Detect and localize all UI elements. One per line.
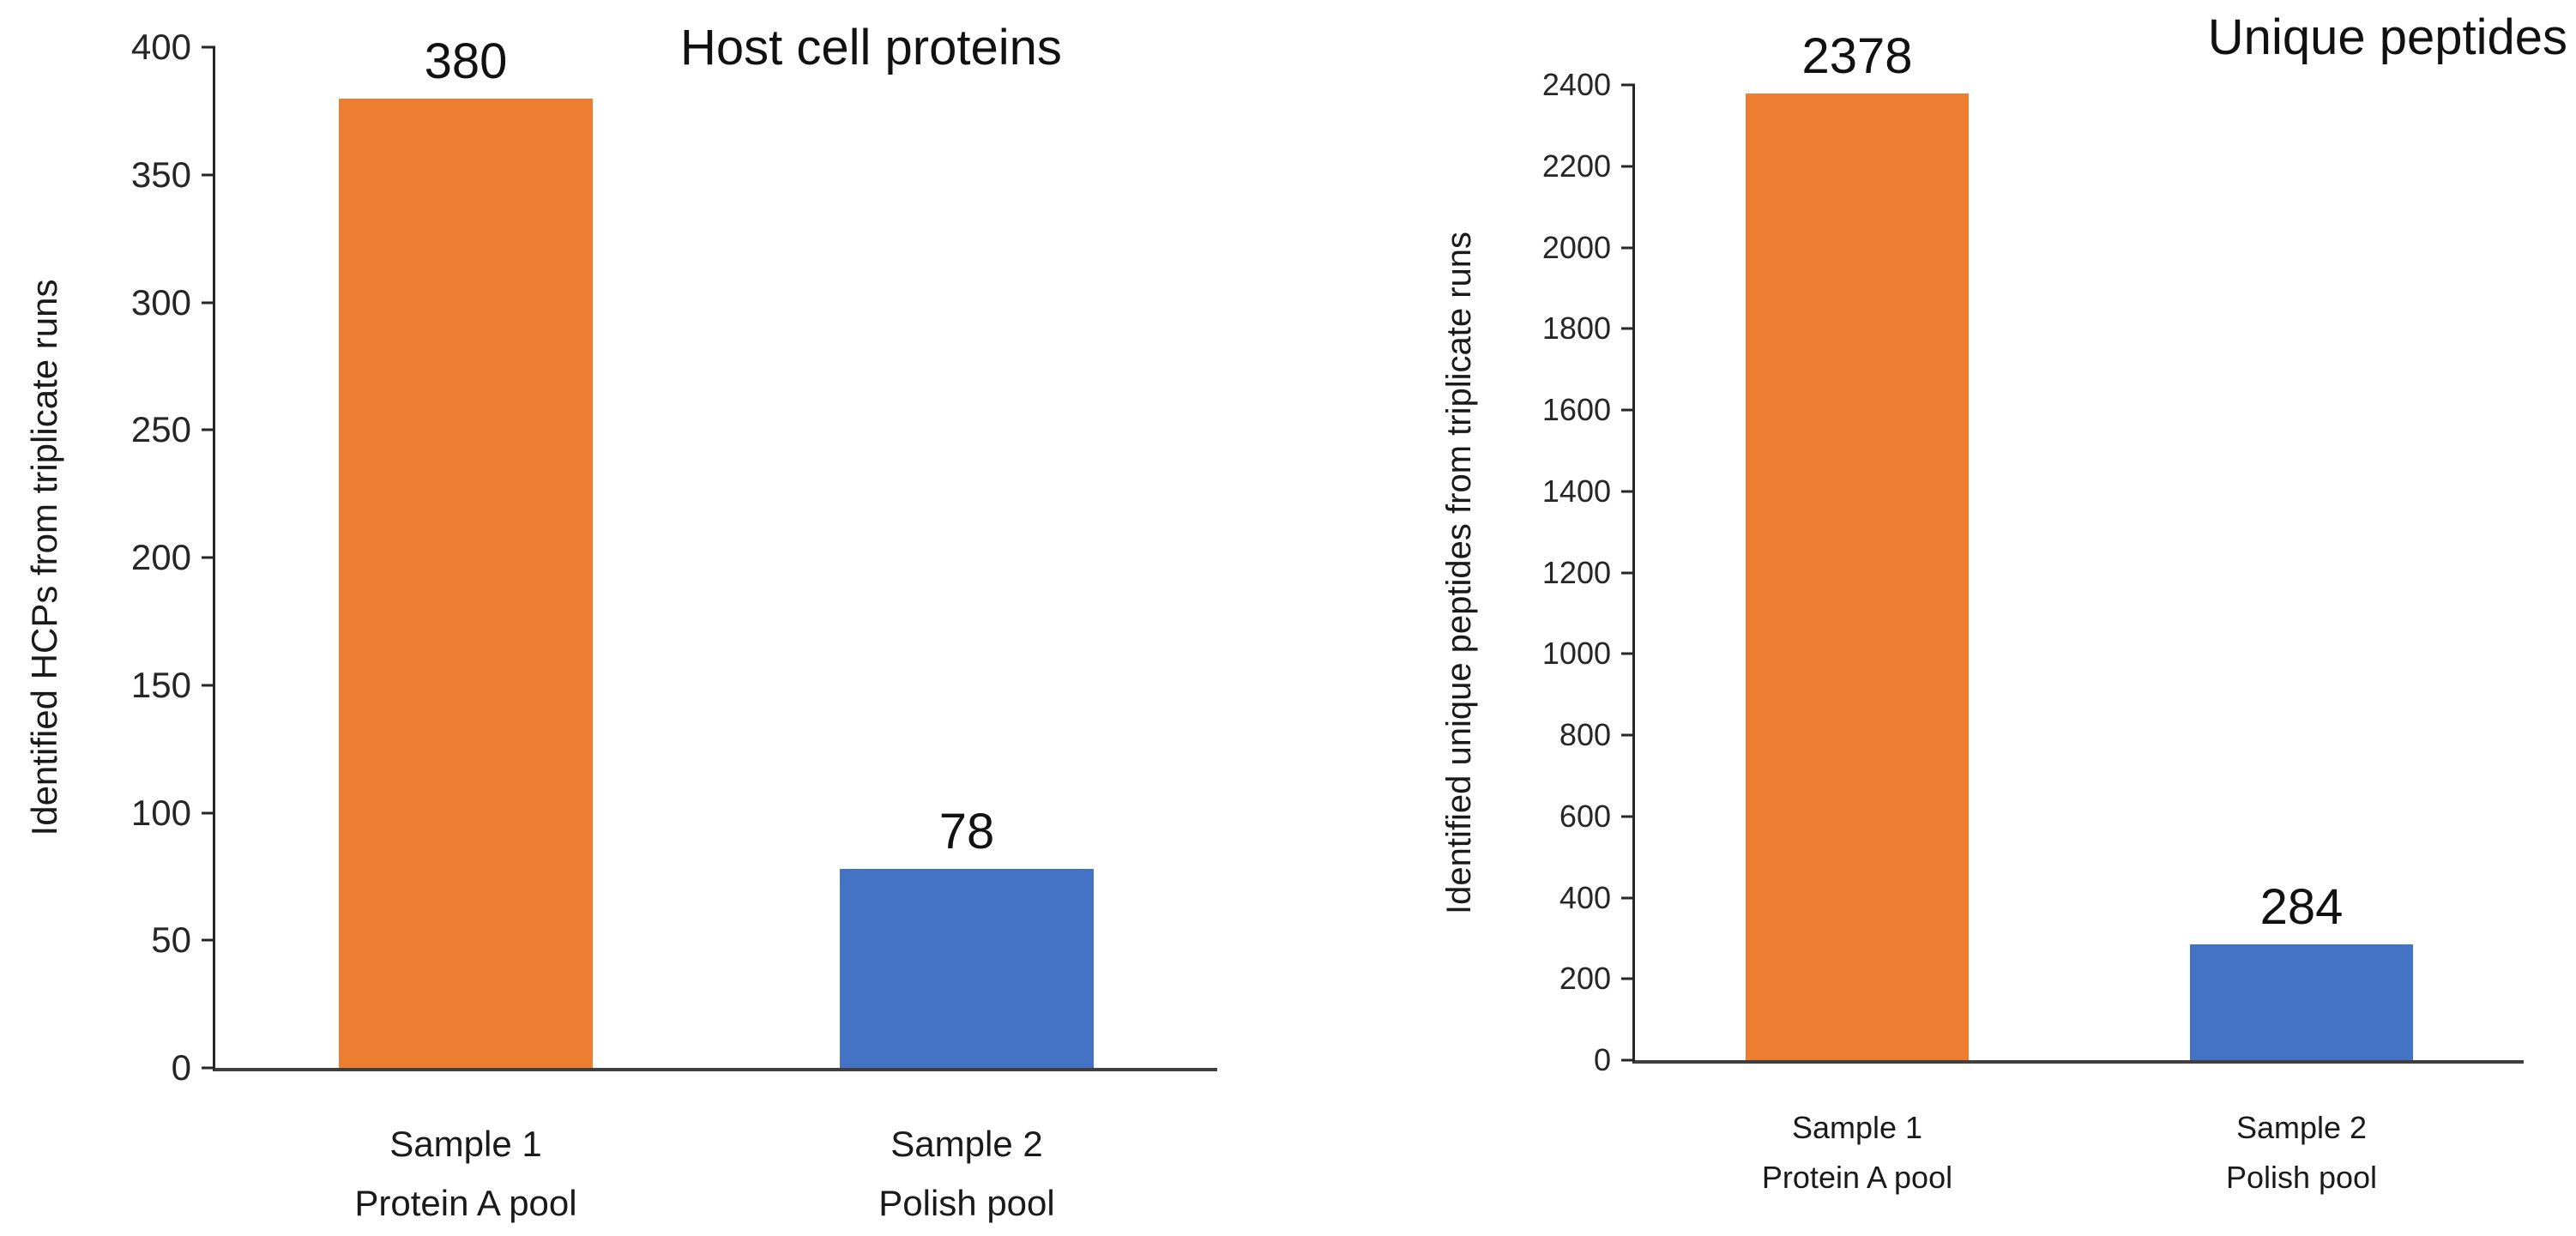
y-tick-label: 2000 <box>1541 229 1611 265</box>
bar-1 <box>339 98 593 1068</box>
y-tick-label: 300 <box>130 281 191 323</box>
y-axis-label-peptides: Identified unique peptides from triplica… <box>1440 231 1478 915</box>
y-tick-label: 800 <box>1559 717 1611 752</box>
y-tick-label: 0 <box>1593 1042 1611 1077</box>
y-tick-mark <box>1621 652 1635 655</box>
x-category-label: Sample 1 Protein A pool <box>354 1124 577 1224</box>
y-tick-label: 1200 <box>1541 554 1611 590</box>
y-tick-label: 400 <box>130 27 191 67</box>
y-tick-mark <box>1621 977 1635 980</box>
y-tick-mark <box>1621 571 1635 574</box>
plot-area-hcp: 400 350 300 250 200 150 100 50 0 380 Sample 1 Prot… <box>131 29 1217 1223</box>
y-tick-mark <box>202 811 215 814</box>
bar-slot: 380 <box>339 36 593 1068</box>
y-tick-mark <box>202 684 215 687</box>
y-tick-label: 1800 <box>1541 311 1611 347</box>
unique-peptides-bar-chart: Unique peptides Identified unique peptid… <box>1372 0 2576 1236</box>
x-category-label: Sample 2 Polish pool <box>2225 1110 2378 1195</box>
bar-value-label: 284 <box>2259 879 2344 936</box>
hcp-bar-chart: Host cell proteins Identified HCPs from … <box>24 20 1217 1223</box>
y-tick-mark <box>1621 815 1635 818</box>
y-tick-label: 1400 <box>1541 473 1611 509</box>
y-tick-label: 250 <box>130 409 191 450</box>
bar-slot: 2378 <box>1745 32 1969 1060</box>
chart-title-peptides: Unique peptides <box>2207 9 2567 65</box>
y-tick-label: 2400 <box>1541 67 1611 102</box>
y-tick-mark <box>1621 165 1635 168</box>
chart-title-hcp: Host cell proteins <box>680 20 1062 75</box>
bar-slot: 78 <box>840 47 1094 1068</box>
y-tick-mark <box>202 301 215 304</box>
y-tick-label: 1000 <box>1541 636 1611 672</box>
y-tick-label: 100 <box>130 792 191 833</box>
y-tick-mark <box>202 428 215 431</box>
y-tick-mark <box>1621 327 1635 330</box>
bar-value-label: 2378 <box>1801 28 1913 85</box>
bar-value-label: 78 <box>938 803 995 859</box>
y-tick-label: 1600 <box>1541 392 1611 427</box>
y-tick-label: 200 <box>1559 961 1611 997</box>
y-tick-mark <box>1621 490 1635 493</box>
y-tick-mark <box>1621 83 1635 87</box>
y-tick-label: 600 <box>1559 798 1611 834</box>
y-tick-label: 350 <box>130 154 191 195</box>
x-category-label: Sample 1 Protein A pool <box>1761 1110 1953 1195</box>
y-tick-mark <box>202 1066 215 1070</box>
y-tick-mark <box>1621 896 1635 899</box>
bar-value-label: 380 <box>424 33 508 89</box>
y-tick-mark <box>1621 408 1635 412</box>
bar-2 <box>840 868 1094 1068</box>
y-tick-mark <box>202 173 215 177</box>
y-tick-label: 0 <box>171 1047 191 1088</box>
y-tick-label: 150 <box>130 664 191 705</box>
y-tick-mark <box>202 938 215 942</box>
x-category-label: Sample 2 Polish pool <box>878 1124 1055 1224</box>
y-tick-mark <box>1621 1058 1635 1062</box>
bar-2 <box>2189 944 2413 1060</box>
y-tick-label: 2200 <box>1541 148 1611 184</box>
y-axis-label-hcp: Identified HCPs from triplicate runs <box>24 279 64 836</box>
y-tick-mark <box>202 556 215 559</box>
y-tick-mark <box>1621 246 1635 249</box>
y-tick-label: 50 <box>151 919 191 961</box>
y-tick-mark <box>202 45 215 49</box>
y-tick-mark <box>1621 733 1635 737</box>
y-tick-label: 400 <box>1559 879 1611 915</box>
y-tick-label: 200 <box>130 537 191 577</box>
bar-slot: 284 <box>2189 85 2413 1060</box>
plot-area-peptides: 2400 2200 2000 1800 1600 1400 1200 1000 800 600 40… <box>1542 32 2524 1195</box>
bar-1 <box>1745 93 1969 1060</box>
